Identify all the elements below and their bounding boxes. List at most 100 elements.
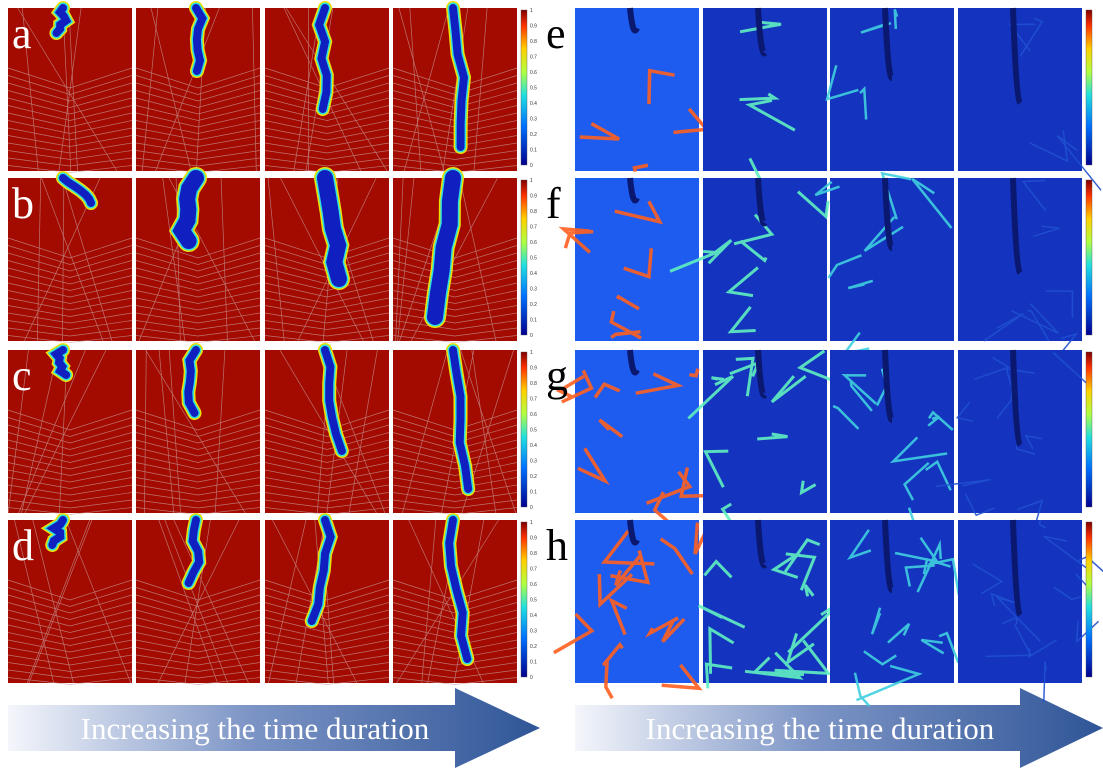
grain-line [135, 417, 261, 437]
grain-line [7, 135, 133, 147]
grain-line [264, 484, 390, 496]
boundary [770, 375, 807, 404]
boundary [735, 356, 755, 397]
boundary [608, 597, 628, 636]
boundary [661, 617, 686, 643]
colorbar [520, 521, 528, 678]
crack [50, 346, 71, 379]
boundary [1056, 135, 1102, 191]
grain-line [144, 349, 147, 514]
boundary [796, 190, 830, 220]
boundary [974, 356, 1011, 381]
grain-line [7, 245, 133, 265]
grain-line [7, 432, 133, 450]
boundary [887, 622, 911, 644]
grain-line [135, 639, 261, 653]
panel [575, 8, 699, 171]
grain-line [135, 424, 261, 444]
colorbar-tick: 0.9 [530, 194, 537, 200]
crack-tip [882, 519, 895, 593]
boundary [855, 664, 923, 702]
grain-line [7, 290, 133, 304]
grain-line [264, 150, 390, 160]
grain-line [264, 492, 390, 502]
grain-line [392, 439, 518, 457]
panel [8, 520, 132, 683]
boundary [711, 376, 725, 381]
boundary [577, 447, 610, 486]
boundary [661, 663, 703, 691]
boundary [846, 529, 872, 561]
boundary [955, 401, 974, 423]
boundary [635, 372, 684, 395]
boundary [623, 248, 654, 279]
colorbar-tick: 0.2 [530, 474, 537, 480]
grain-line [392, 275, 518, 291]
colorbar [520, 351, 528, 508]
grain-line [135, 275, 261, 291]
colorbar-tick: 0.8 [530, 551, 537, 557]
grain-line [7, 165, 133, 173]
grain-line [214, 349, 226, 514]
grain-line [392, 594, 518, 614]
grain-line [395, 177, 404, 342]
colorbar [1085, 9, 1093, 166]
grain-line [21, 349, 59, 514]
grain-line [285, 7, 388, 172]
panel [575, 350, 699, 513]
grain-line [7, 105, 133, 121]
grain-line [157, 519, 240, 684]
boundary [609, 310, 642, 340]
grain-line [392, 477, 518, 489]
grain-line [264, 127, 390, 141]
boundary [863, 650, 897, 666]
boundary [615, 294, 640, 311]
boundary [927, 410, 954, 431]
grain-line [135, 594, 261, 614]
grain-line [264, 587, 390, 607]
colorbar-tick: 0.6 [530, 240, 537, 246]
grain-line [392, 335, 518, 343]
grain-line [7, 267, 133, 285]
boundary [689, 368, 700, 378]
grain-line [7, 454, 133, 470]
grain-line [348, 349, 378, 514]
colorbar-tick: 0.7 [530, 397, 537, 403]
grain-line [135, 677, 261, 685]
boundary [614, 555, 642, 587]
grain-boundaries [846, 529, 961, 707]
grain-line [7, 624, 133, 640]
grain-line [264, 305, 390, 317]
grain-line [37, 177, 42, 342]
grain-line [392, 632, 518, 646]
boundary [922, 557, 951, 575]
grain-line [280, 177, 364, 342]
grain-line [264, 290, 390, 304]
crack-tip [882, 177, 895, 251]
colorbar-tick: 0.8 [530, 209, 537, 215]
boundary [916, 539, 942, 593]
grain-line [135, 290, 261, 304]
boundary [799, 480, 817, 496]
grain-line [135, 90, 261, 108]
grain-line [421, 519, 437, 684]
boundary [983, 312, 1025, 342]
boundary [600, 529, 655, 566]
arrow-text: Increasing the time duration [646, 711, 995, 746]
grain-line [392, 639, 518, 653]
grain-line [135, 432, 261, 450]
grain-line [7, 320, 133, 330]
colorbar-tick: 0.4 [530, 443, 537, 449]
grain-line [7, 602, 133, 620]
boundary [880, 171, 912, 220]
boundary [744, 651, 804, 680]
grain-line [392, 484, 518, 496]
grain-line [392, 305, 518, 317]
boundary [563, 229, 594, 249]
panel [703, 520, 827, 683]
boundary [1038, 520, 1047, 529]
colorbar [520, 9, 528, 166]
grain-line [135, 662, 261, 672]
boundary [784, 633, 815, 667]
colorbar-tick: 1 [530, 178, 533, 184]
